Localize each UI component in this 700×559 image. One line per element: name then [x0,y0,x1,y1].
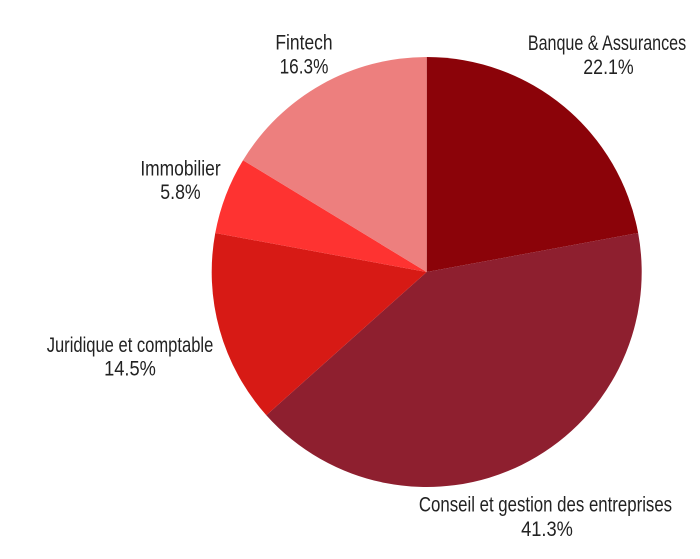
svg-text:16.3%: 16.3% [280,55,329,78]
svg-text:22.1%: 22.1% [583,56,633,79]
svg-text:14.5%: 14.5% [104,357,156,380]
svg-text:Immobilier: Immobilier [140,158,220,181]
svg-text:Juridique et comptable: Juridique et comptable [47,334,214,357]
svg-text:Banque & Assurances: Banque & Assurances [528,32,686,55]
svg-text:Conseil et gestion des entrepr: Conseil et gestion des entreprises [419,494,672,517]
svg-text:41.3%: 41.3% [521,518,573,541]
svg-text:5.8%: 5.8% [160,181,200,204]
svg-text:Fintech: Fintech [275,31,332,54]
